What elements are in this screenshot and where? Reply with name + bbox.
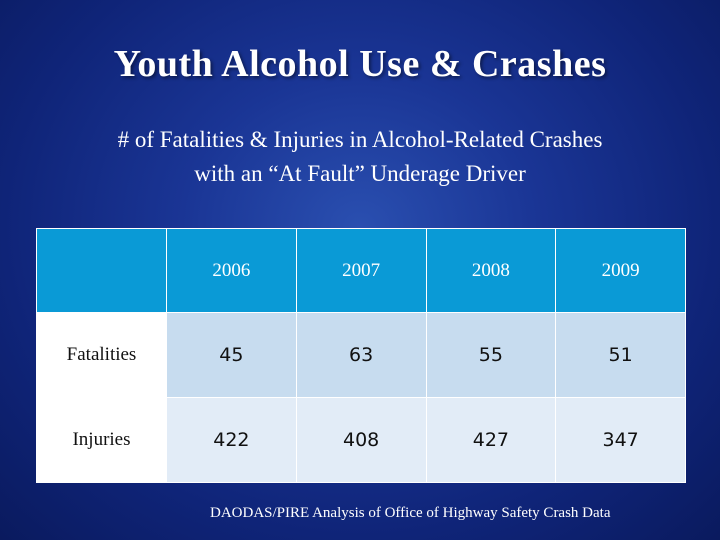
- table-cell: 347: [555, 397, 686, 483]
- subtitle-line-2: with an “At Fault” Underage Driver: [194, 161, 526, 186]
- table-row-fatalities: Fatalities 45 63 55 51: [36, 312, 686, 398]
- table-cell: 45: [166, 312, 297, 398]
- table-corner-cell: [36, 228, 167, 313]
- column-header-2009: 2009: [555, 228, 686, 313]
- row-label-injuries: Injuries: [36, 397, 167, 483]
- data-table-container: 2006 2007 2008 2009 Fatalities 45 63 55 …: [36, 228, 686, 483]
- column-header-2007: 2007: [295, 228, 427, 313]
- data-table: 2006 2007 2008 2009 Fatalities 45 63 55 …: [36, 228, 686, 483]
- table-cell: 422: [166, 397, 297, 483]
- table-cell: 427: [425, 397, 557, 483]
- column-header-2006: 2006: [166, 228, 297, 313]
- slide-title: Youth Alcohol Use & Crashes: [113, 43, 607, 85]
- table-header-row: 2006 2007 2008 2009: [36, 228, 686, 313]
- table-cell: 55: [425, 312, 557, 398]
- column-header-2008: 2008: [425, 228, 557, 313]
- table-cell: 51: [555, 312, 686, 398]
- subtitle-line-1: # of Fatalities & Injuries in Alcohol-Re…: [117, 127, 603, 152]
- source-note: DAODAS/PIRE Analysis of Office of Highwa…: [210, 505, 611, 521]
- table-cell: 408: [295, 397, 427, 483]
- table-row-injuries: Injuries 422 408 427 347: [36, 397, 686, 483]
- table-cell: 63: [295, 312, 427, 398]
- row-label-fatalities: Fatalities: [36, 312, 167, 398]
